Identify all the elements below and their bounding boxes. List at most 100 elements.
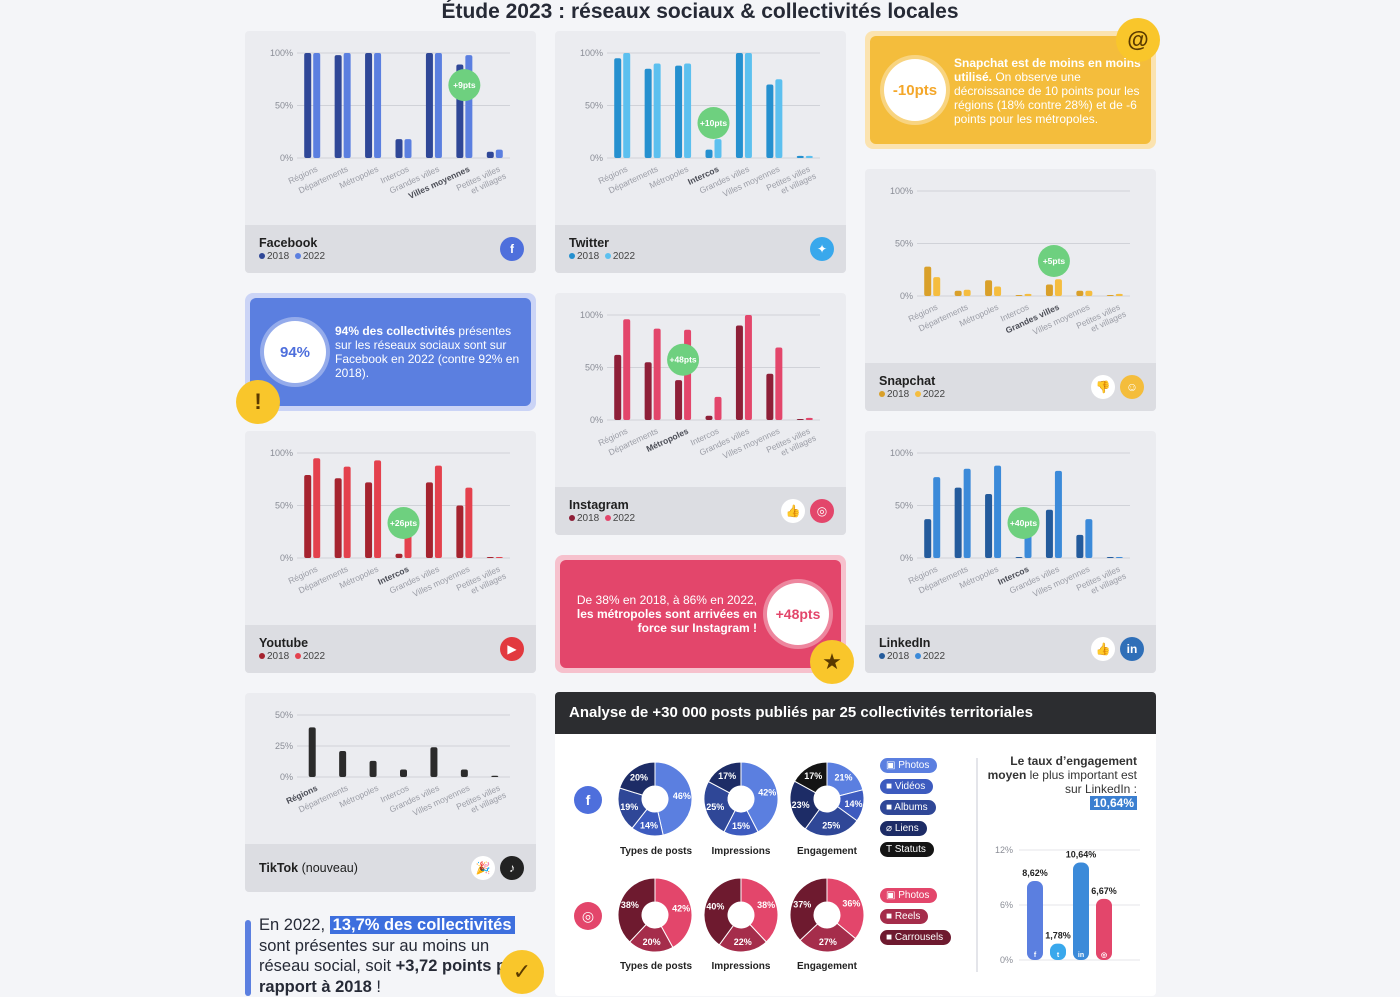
y-tick-label: 100% [270,448,293,458]
bottom-summary: En 2022, 13,7% des collectivités sont pr… [259,916,522,996]
network-icon: t [1057,952,1060,959]
pie-label: 21% [835,773,853,783]
legend-videos: ■ Vidéos [880,779,934,794]
tiktok-title: TikTok (nouveau) [259,861,358,875]
facebook-icon[interactable]: f [500,237,524,261]
bar-2022 [623,319,631,420]
engagement-bar [1050,943,1066,960]
bar-2022 [495,149,503,158]
bar-2018 [334,55,342,158]
bar-2022 [374,460,382,558]
annotation-circle [697,107,730,139]
instagram-chart: 100%50%0%RégionsDépartementsMétropolesIn… [580,310,820,461]
bar-2018 [614,58,622,158]
twitter-chart: 100%50%0%RégionsDépartementsMétropolesIn… [580,48,820,199]
annotation-label: +10pts [700,118,727,128]
facebook-callout-text: 94% des collectivités présentes sur les … [335,324,520,380]
accent-bar [245,920,251,996]
legend-ig-photos: ▣ Photos [880,888,938,903]
dizzy-face-icon: @ [1116,18,1160,62]
pie-label-engagement: Engagement [796,846,857,857]
bar-2018 [425,53,433,158]
bar-2022 [343,53,351,158]
bar-2018 [796,418,804,420]
pie-slice [617,877,656,943]
bar-2022 [714,396,722,420]
linkedin-legend: 2018 2022 [879,651,945,662]
y-tick-label: 50% [895,501,913,511]
bar-2022 [653,63,661,158]
bar-2022 [744,315,752,420]
bar-2018 [486,556,494,558]
page-title: Étude 2023 : réseaux sociaux & collectiv… [441,0,959,23]
snapchat-callout-text: Snapchat est de moins en moins utilisé. … [954,56,1141,126]
bar-2022 [623,53,631,158]
pie-slice [799,922,857,953]
pie-label-engagement: Engagement [796,961,857,972]
bar-2018 [644,68,652,158]
y-tick-label: 50% [275,501,293,511]
screaming-face-icon: ! [236,380,280,424]
y-tick-label: 6% [1000,900,1013,910]
y-tick-label: 0% [1000,955,1013,965]
instagram-card: 100% 50% 0% Régions Départements Métropoles In… [555,293,846,535]
bar-2018 [395,553,403,558]
posts-analysis-panel: Analyse de +30 000 posts publiés par 25 … [555,692,1156,996]
engagement-bar [1027,880,1043,960]
pie-label: 19% [620,802,638,812]
bar-2018 [365,482,373,558]
youtube-card: 100% 50% 0% Régions Départements Métropoles In… [245,431,536,673]
bar-2022 [460,769,468,777]
linkedin-icon[interactable]: in [1120,637,1144,661]
bar-2022 [963,468,971,558]
bar-2022 [805,155,813,158]
facebook-icon[interactable]: f [574,786,602,814]
twitter-footer: Twitter 2018 2022 ✦ [555,225,846,273]
bar-2018 [304,475,312,558]
bar-2022 [994,286,1002,296]
snapchat-icon[interactable]: ☺ [1120,375,1144,399]
y-tick-label: 25% [275,741,293,751]
pie-label-impressions: Impressions [711,846,771,857]
bar-2022 [400,769,407,777]
ok-hand-icon: ✓ [500,950,544,994]
bar-2018 [425,482,433,558]
bar-2018 [1076,290,1084,296]
instagram-footer: Instagram 2018 2022 👍 ◎ [555,487,846,535]
instagram-icon[interactable]: ◎ [574,902,602,930]
y-tick-label: 100% [890,186,913,196]
pie-slice [703,780,736,833]
tiktok-icon[interactable]: ♪ [500,856,524,880]
facebook-footer: Facebook 2018 2022 f [245,225,536,273]
y-tick-label: 50% [585,363,603,373]
pie-label: 38% [757,900,775,910]
twitter-icon[interactable]: ✦ [810,237,834,261]
bar-2018 [1076,534,1084,558]
pie-label: 20% [643,937,661,947]
bar-2018 [766,373,774,420]
legend-reels: ■ Reels [880,909,929,924]
pie-slice [804,805,858,837]
youtube-icon[interactable]: ▶ [500,637,524,661]
thumbs-up-icon: 👍 [1091,637,1115,661]
instagram-icon[interactable]: ◎ [810,499,834,523]
y-tick-label: 100% [890,448,913,458]
linkedin-chart: 100%50%0%RégionsDépartementsMétropolesIn… [890,448,1130,599]
engagement-value-label: 6,67% [1091,886,1117,896]
bar-2018 [1045,284,1053,296]
bar-2018 [796,155,804,158]
bar-2022 [714,139,722,158]
bar-2018 [304,53,312,158]
bar-2022 [434,465,442,558]
pie-slice [826,877,865,940]
bar-2018 [1015,556,1023,558]
bar-2018 [365,53,373,158]
y-tick-label: 0% [280,553,293,563]
instagram-callout-text: De 38% en 2018, à 86% en 2022, les métrop… [576,593,757,635]
pie-label: 42% [672,903,690,913]
annotation-circle [667,343,700,376]
instagram-callout: De 38% en 2018, à 86% en 2022, les métrop… [555,555,846,673]
y-tick-label: 0% [900,553,913,563]
y-tick-label: 100% [580,310,603,320]
pie-slice [793,761,828,794]
